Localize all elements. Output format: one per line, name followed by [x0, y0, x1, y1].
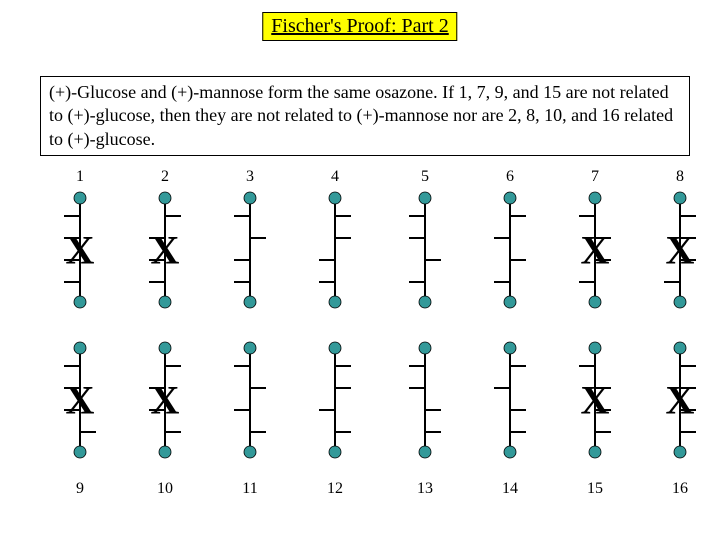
column-label-bottom: 16 — [660, 480, 700, 498]
column-label-top: 8 — [660, 168, 700, 186]
column-label-bottom: 15 — [575, 480, 615, 498]
column-label-bottom: 11 — [230, 480, 270, 498]
column-label-top: 4 — [315, 168, 355, 186]
fischer-projection — [225, 340, 275, 460]
eliminated-x-mark: X — [581, 227, 610, 274]
column-label-bottom: 9 — [60, 480, 100, 498]
eliminated-x-mark: X — [666, 227, 695, 274]
eliminated-x-mark: X — [666, 377, 695, 424]
column-label-bottom: 12 — [315, 480, 355, 498]
eliminated-x-mark: X — [66, 377, 95, 424]
column-label-bottom: 10 — [145, 480, 185, 498]
column-label-top: 6 — [490, 168, 530, 186]
column-label-top: 1 — [60, 168, 100, 186]
description-text: (+)-Glucose and (+)-mannose form the sam… — [49, 82, 673, 149]
fischer-projection — [485, 190, 535, 310]
fischer-projection — [310, 340, 360, 460]
fischer-projection — [310, 190, 360, 310]
fischer-projection — [400, 340, 450, 460]
column-label-bottom: 14 — [490, 480, 530, 498]
fischer-projection — [400, 190, 450, 310]
fischer-projection — [485, 340, 535, 460]
page-title: Fischer's Proof: Part 2 — [271, 15, 448, 37]
column-label-top: 5 — [405, 168, 445, 186]
column-label-top: 7 — [575, 168, 615, 186]
fischer-projection — [225, 190, 275, 310]
title-box: Fischer's Proof: Part 2 — [262, 12, 457, 41]
eliminated-x-mark: X — [151, 377, 180, 424]
description-box: (+)-Glucose and (+)-mannose form the sam… — [40, 76, 690, 156]
eliminated-x-mark: X — [581, 377, 610, 424]
column-label-top: 2 — [145, 168, 185, 186]
eliminated-x-mark: X — [66, 227, 95, 274]
column-label-bottom: 13 — [405, 480, 445, 498]
column-label-top: 3 — [230, 168, 270, 186]
eliminated-x-mark: X — [151, 227, 180, 274]
